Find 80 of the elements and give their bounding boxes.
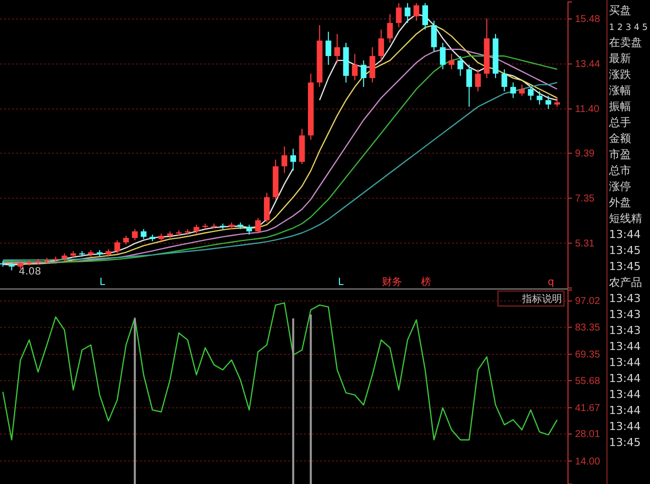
candlestick bbox=[326, 31, 332, 66]
text: 短线精 bbox=[609, 212, 642, 225]
candlestick bbox=[282, 146, 288, 174]
candlestick bbox=[528, 86, 534, 101]
y-tick-label: 83.35 bbox=[575, 322, 600, 334]
text: 13:44 bbox=[609, 388, 641, 401]
candlestick bbox=[440, 42, 446, 70]
candlestick bbox=[404, 2, 410, 24]
annotation: 财务 bbox=[382, 276, 402, 288]
y-tick-label: 55.68 bbox=[575, 376, 600, 387]
y-tick-label: 7.35 bbox=[575, 193, 595, 204]
candlestick bbox=[545, 95, 552, 110]
candlestick bbox=[114, 240, 120, 254]
candlestick bbox=[448, 53, 454, 70]
y-tick-label: 9.39 bbox=[575, 148, 595, 160]
text: 总市 bbox=[608, 164, 631, 177]
text: 13:45 bbox=[609, 436, 641, 449]
candlestick bbox=[264, 192, 270, 224]
text: 13:44 bbox=[609, 356, 641, 369]
candlestick bbox=[466, 64, 472, 108]
text: 1 2 3 4 5 bbox=[609, 23, 648, 33]
candlestick bbox=[422, 2, 428, 30]
y-tick-label: 13.44 bbox=[575, 59, 600, 70]
text: 涨停 bbox=[609, 180, 631, 193]
candlestick bbox=[334, 33, 340, 64]
annotation: L bbox=[99, 277, 106, 288]
text: 13:44 bbox=[609, 420, 641, 433]
text: 13:44 bbox=[609, 340, 641, 353]
candlestick bbox=[475, 68, 481, 92]
candlestick bbox=[290, 148, 296, 172]
y-tick-label: 69.35 bbox=[575, 350, 600, 361]
candlestick bbox=[431, 20, 437, 52]
text: 13:44 bbox=[609, 228, 641, 241]
text: 13:44 bbox=[609, 372, 641, 385]
candlestick bbox=[360, 60, 366, 88]
y-tick-label: 28.01 bbox=[575, 429, 600, 440]
text: 外盘 bbox=[609, 196, 631, 209]
text: 在卖盘 bbox=[609, 36, 642, 49]
text: 涨幅 bbox=[609, 84, 631, 97]
y-tick-label: 41.67 bbox=[575, 402, 600, 414]
text: 振幅 bbox=[609, 100, 631, 113]
candlestick bbox=[519, 84, 525, 96]
text: 13:43 bbox=[609, 308, 641, 321]
candlestick bbox=[140, 228, 146, 240]
annotation: q bbox=[548, 277, 554, 288]
text: 买盘 bbox=[609, 4, 631, 17]
y-tick-label: 97.02 bbox=[575, 296, 600, 308]
candlestick bbox=[378, 29, 384, 61]
candlestick bbox=[255, 218, 261, 234]
candlestick bbox=[246, 224, 252, 236]
line-series bbox=[2, 302, 558, 440]
annotation: 榜 bbox=[421, 276, 431, 288]
annotation: 4.08 bbox=[18, 266, 42, 278]
text: 涨跌 bbox=[609, 68, 631, 81]
y-tick-label: 14.00 bbox=[575, 456, 600, 468]
text: 13:44 bbox=[609, 404, 641, 417]
candlestick bbox=[536, 90, 542, 106]
text: 总手 bbox=[608, 116, 631, 129]
text: 13:43 bbox=[609, 292, 641, 305]
text: 13:45 bbox=[609, 260, 641, 273]
candlestick bbox=[352, 53, 358, 81]
candlestick bbox=[387, 14, 393, 44]
annotation: 指标说明 bbox=[521, 293, 562, 305]
y-tick-label: 5.31 bbox=[575, 238, 595, 250]
y-tick-label: 15.48 bbox=[575, 14, 600, 26]
candlestick bbox=[370, 46, 376, 83]
candlestick bbox=[501, 68, 508, 92]
candlestick bbox=[132, 228, 138, 241]
text: 金额 bbox=[609, 132, 631, 145]
text: 13:45 bbox=[609, 244, 641, 257]
annotation: L bbox=[338, 277, 344, 288]
candlestick bbox=[414, 2, 420, 22]
text: 最新 bbox=[609, 52, 631, 65]
text: 市盈 bbox=[609, 148, 631, 161]
candlestick bbox=[510, 82, 516, 98]
text: 农产品 bbox=[609, 276, 642, 289]
candlestick bbox=[396, 2, 402, 28]
candlestick bbox=[458, 56, 464, 76]
y-tick-label: 11.40 bbox=[575, 104, 600, 116]
text: 13:43 bbox=[609, 324, 641, 337]
